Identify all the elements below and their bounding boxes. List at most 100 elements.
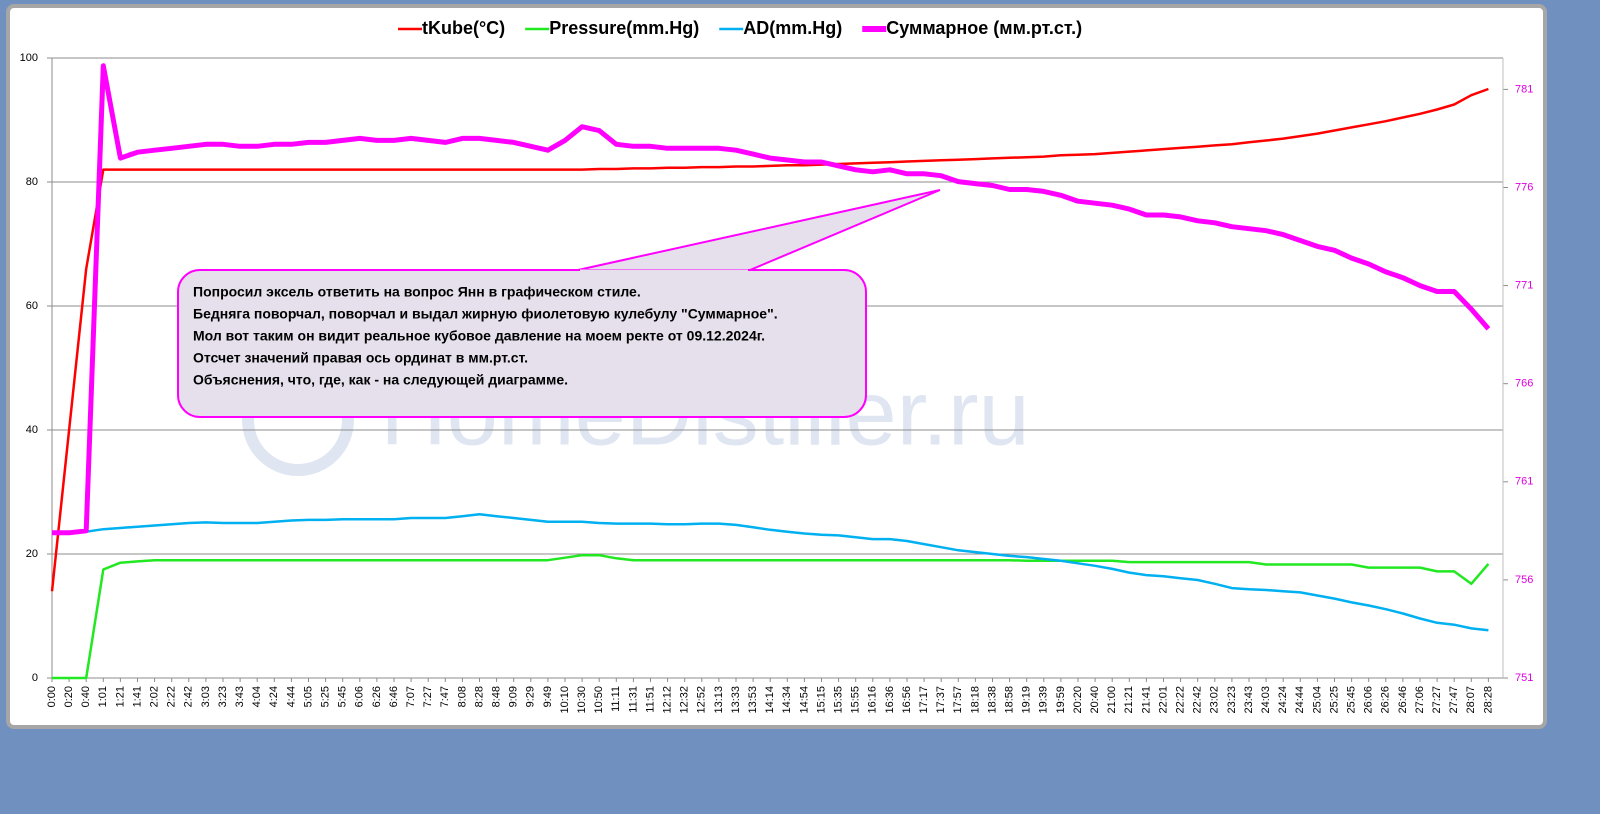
- x-tick-label: 0:20: [63, 686, 75, 707]
- x-tick-label: 13:53: [747, 686, 759, 714]
- x-tick-label: 19:19: [1021, 686, 1033, 714]
- x-tick-label: 5:05: [302, 686, 314, 707]
- series-line: [52, 513, 1489, 632]
- y-tick-label: 20: [26, 548, 38, 560]
- x-tick-label: 14:54: [798, 686, 810, 714]
- x-tick-label: 18:18: [969, 686, 981, 714]
- x-tick-label: 4:44: [285, 686, 297, 707]
- x-tick-label: 13:33: [730, 686, 742, 714]
- callout-text: Попросил эксель ответить на вопрос Янн в…: [193, 284, 641, 300]
- x-tick-label: 24:03: [1260, 686, 1272, 714]
- y2-tick-label: 756: [1515, 574, 1533, 586]
- x-tick-label: 21:00: [1106, 686, 1118, 714]
- y-tick-label: 60: [26, 300, 38, 312]
- x-tick-label: 17:37: [935, 686, 947, 714]
- callout-text: Отсчет значений правая ось ординат в мм.…: [193, 350, 528, 366]
- x-tick-label: 2:22: [166, 686, 178, 707]
- x-tick-label: 20:20: [1072, 686, 1084, 714]
- y-tick-label: 0: [32, 672, 38, 684]
- x-tick-label: 6:06: [354, 686, 366, 707]
- x-tick-label: 26:46: [1397, 686, 1409, 714]
- callout-box: [177, 269, 867, 418]
- callout: [177, 189, 941, 418]
- x-tick-label: 10:10: [559, 686, 571, 714]
- y2-tick-label: 766: [1515, 378, 1533, 390]
- x-tick-label: 25:45: [1346, 686, 1358, 714]
- series-line: [52, 63, 1491, 536]
- x-tick-label: 6:46: [388, 686, 400, 707]
- x-tick-label: 1:41: [131, 686, 143, 707]
- x-tick-label: 15:35: [833, 686, 845, 714]
- x-tick-label: 18:38: [986, 686, 998, 714]
- x-tick-label: 26:06: [1363, 686, 1375, 714]
- x-tick-label: 21:21: [1123, 686, 1135, 714]
- x-tick-label: 5:45: [337, 686, 349, 707]
- legend-label: Pressure(mm.Hg): [549, 18, 699, 38]
- callout-text: Объяснения, что, где, как - на следующей…: [193, 372, 568, 388]
- x-tick-label: 21:41: [1140, 686, 1152, 714]
- x-tick-label: 25:25: [1328, 686, 1340, 714]
- legend-label: tKube(°C): [422, 18, 505, 38]
- x-tick-label: 8:28: [473, 686, 485, 707]
- x-tick-label: 24:24: [1277, 686, 1289, 714]
- x-tick-label: 19:39: [1038, 686, 1050, 714]
- x-tick-label: 6:26: [371, 686, 383, 707]
- x-tick-label: 7:07: [405, 686, 417, 707]
- x-tick-label: 15:55: [850, 686, 862, 714]
- x-tick-label: 22:01: [1157, 686, 1169, 714]
- x-tick-label: 3:03: [200, 686, 212, 707]
- series-line: [52, 553, 1490, 680]
- x-tick-label: 27:27: [1431, 686, 1443, 714]
- x-tick-label: 27:47: [1448, 686, 1460, 714]
- y2-tick-label: 771: [1515, 280, 1533, 292]
- series-line: [50, 87, 1489, 592]
- x-tick-label: 4:04: [251, 686, 263, 707]
- x-tick-label: 11:31: [627, 686, 639, 713]
- legend-label: Суммарное (мм.рт.ст.): [886, 18, 1082, 38]
- x-tick-label: 9:09: [508, 686, 520, 707]
- x-tick-label: 0:40: [80, 686, 92, 707]
- callout-text: Мол вот таким он видит реальное кубовое …: [193, 328, 765, 344]
- x-tick-label: 4:24: [268, 686, 280, 707]
- x-tick-label: 23:43: [1243, 686, 1255, 714]
- x-tick-label: 28:07: [1465, 686, 1477, 714]
- y2-tick-label: 751: [1515, 672, 1533, 684]
- x-tick-label: 1:21: [114, 686, 126, 707]
- x-tick-label: 13:13: [713, 686, 725, 714]
- x-tick-label: 11:11: [610, 686, 622, 712]
- x-tick-label: 10:30: [576, 686, 588, 714]
- x-tick-label: 7:47: [439, 686, 451, 707]
- x-tick-label: 3:43: [234, 686, 246, 707]
- x-tick-label: 8:08: [456, 686, 468, 707]
- callout-text: Бедняга поворчал, поворчал и выдал жирну…: [193, 306, 778, 322]
- x-tick-label: 5:25: [320, 686, 332, 707]
- x-tick-label: 0:00: [46, 686, 58, 707]
- x-tick-label: 18:58: [1004, 686, 1016, 714]
- x-tick-label: 3:23: [217, 686, 229, 707]
- x-tick-label: 27:06: [1414, 686, 1426, 714]
- x-tick-label: 7:27: [422, 686, 434, 707]
- x-tick-label: 12:52: [696, 686, 708, 714]
- x-tick-label: 25:04: [1311, 686, 1323, 714]
- y2-tick-label: 761: [1515, 476, 1533, 488]
- legend-label: AD(mm.Hg): [743, 18, 842, 38]
- y-tick-label: 100: [20, 52, 38, 64]
- y2-tick-label: 776: [1515, 181, 1533, 193]
- x-tick-label: 8:48: [491, 686, 503, 707]
- x-tick-label: 12:32: [679, 686, 691, 714]
- x-tick-label: 23:02: [1209, 686, 1221, 714]
- y-tick-label: 80: [26, 176, 38, 188]
- x-tick-label: 17:57: [952, 686, 964, 714]
- x-tick-label: 15:15: [815, 686, 827, 714]
- x-tick-label: 26:26: [1380, 686, 1392, 714]
- x-tick-label: 17:17: [918, 686, 930, 714]
- x-tick-label: 12:12: [662, 686, 674, 714]
- x-tick-label: 19:59: [1055, 686, 1067, 714]
- x-tick-label: 10:50: [593, 686, 605, 714]
- x-tick-label: 1:01: [97, 686, 109, 707]
- x-tick-label: 16:36: [884, 686, 896, 714]
- x-tick-label: 2:02: [149, 686, 161, 707]
- x-tick-label: 9:29: [525, 686, 537, 707]
